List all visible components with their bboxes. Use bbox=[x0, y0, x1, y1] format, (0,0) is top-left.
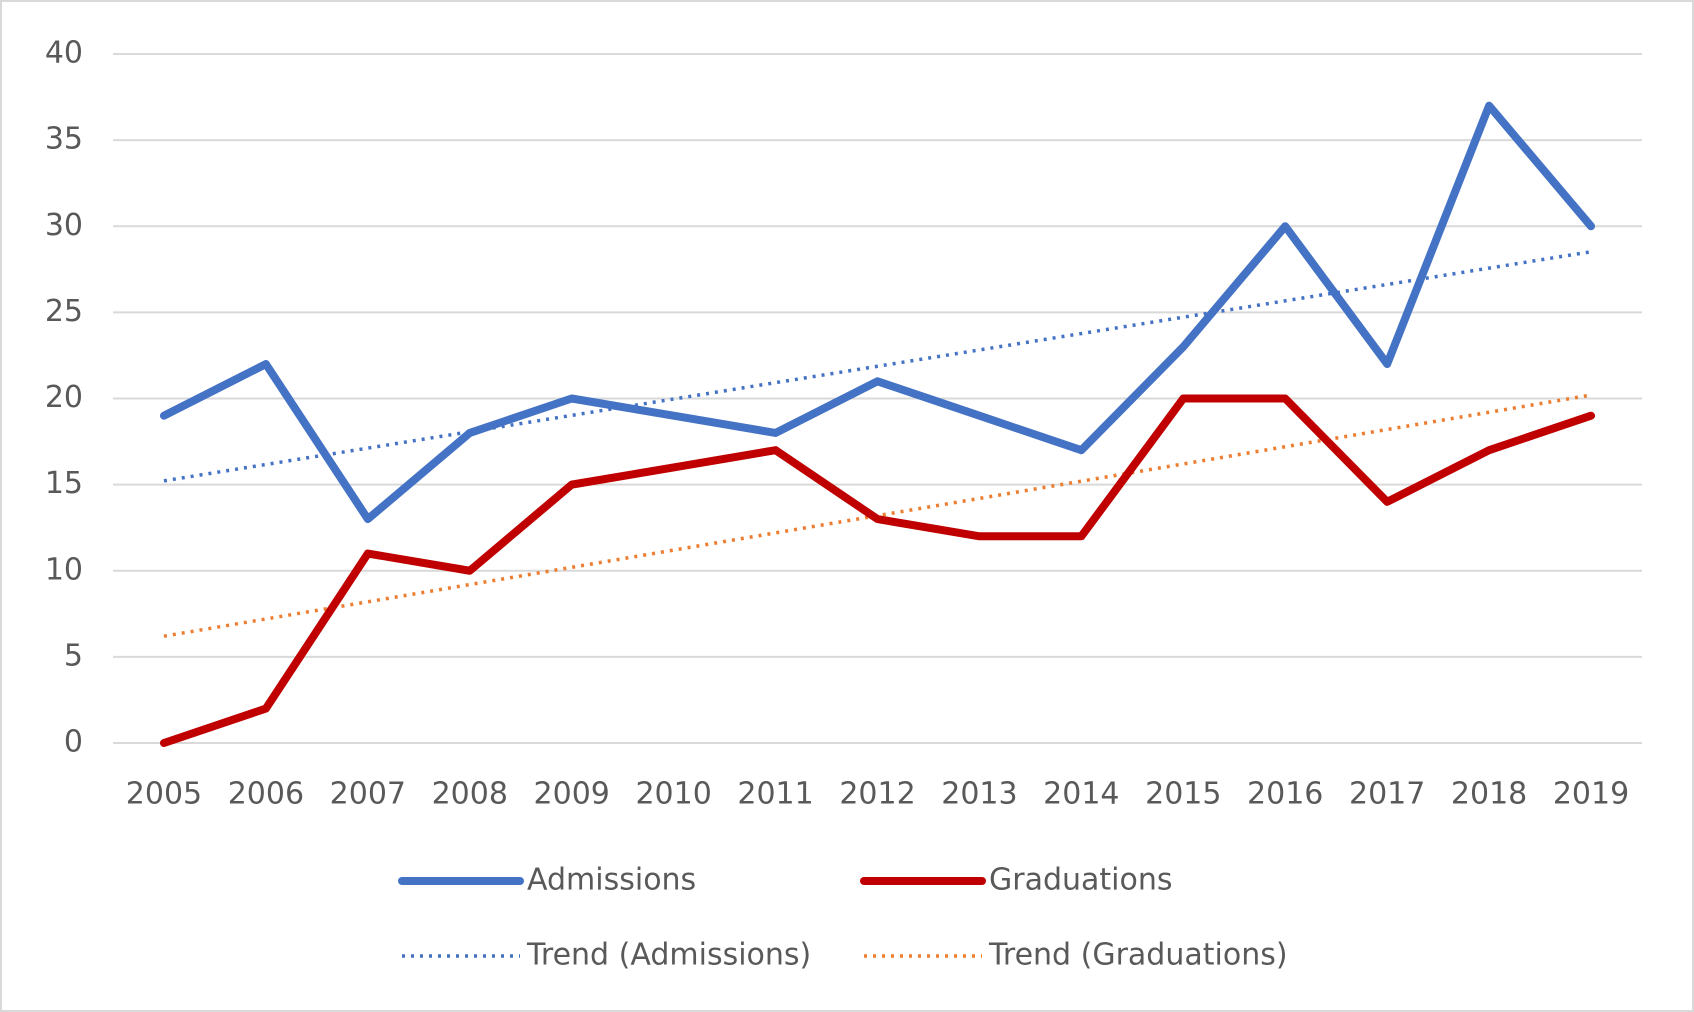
y-tick-label: 15 bbox=[45, 466, 83, 501]
x-tick-label: 2011 bbox=[737, 777, 813, 812]
y-tick-label: 35 bbox=[45, 122, 83, 157]
legend-label: Trend (Graduations) bbox=[988, 938, 1288, 973]
y-tick-label: 5 bbox=[64, 638, 83, 673]
x-tick-label: 2009 bbox=[534, 777, 610, 812]
x-tick-label: 2007 bbox=[330, 777, 406, 812]
y-tick-label: 0 bbox=[64, 725, 83, 760]
x-tick-label: 2018 bbox=[1451, 777, 1527, 812]
y-tick-label: 25 bbox=[45, 294, 83, 329]
x-tick-label: 2016 bbox=[1247, 777, 1323, 812]
series-line bbox=[163, 250, 1592, 483]
legend-label: Trend (Admissions) bbox=[526, 938, 811, 973]
x-tick-label: 2013 bbox=[941, 777, 1017, 812]
x-tick-label: 2015 bbox=[1145, 777, 1221, 812]
x-tick-label: 2010 bbox=[635, 777, 711, 812]
series-line bbox=[159, 101, 1596, 524]
legend-label: Graduations bbox=[989, 863, 1173, 898]
series-line bbox=[159, 394, 1596, 747]
x-tick-label: 2005 bbox=[126, 777, 202, 812]
x-tick-label: 2017 bbox=[1349, 777, 1425, 812]
legend-label: Admissions bbox=[527, 863, 696, 898]
y-tick-label: 10 bbox=[45, 552, 83, 587]
x-tick-label: 2012 bbox=[839, 777, 915, 812]
x-tick-label: 2019 bbox=[1553, 777, 1629, 812]
y-tick-label: 40 bbox=[45, 36, 83, 71]
x-tick-label: 2014 bbox=[1043, 777, 1119, 812]
x-tick-label: 2006 bbox=[228, 777, 304, 812]
x-tick-label: 2008 bbox=[432, 777, 508, 812]
y-tick-label: 20 bbox=[45, 380, 83, 415]
series-line bbox=[163, 393, 1592, 638]
y-tick-label: 30 bbox=[45, 208, 83, 243]
